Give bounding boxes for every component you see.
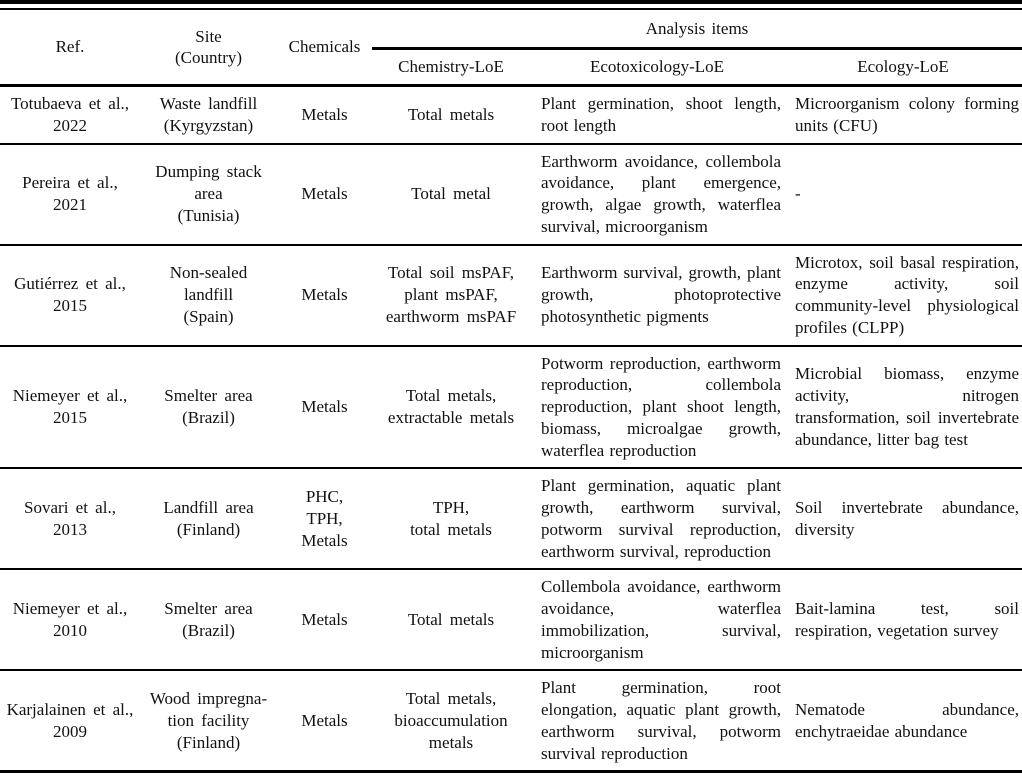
cell-ecotoxicology-loe: Earthworm survival, growth, plant growth… bbox=[541, 263, 781, 326]
cell-site-country: Landfill area (Finland) bbox=[163, 498, 254, 539]
table-top-rule-thick bbox=[0, 0, 1022, 4]
cell-site-country: Non-sealed landfill (Spain) bbox=[169, 263, 248, 326]
cell-ref: Karjalainen et al., 2009 bbox=[6, 700, 134, 741]
col-header-chemicals: Chemicals bbox=[288, 37, 361, 57]
cell-site-country: Smelter area (Brazil) bbox=[164, 386, 253, 427]
col-header-ecotoxicology-loe: Ecotoxicology-LoE bbox=[589, 57, 725, 77]
table-top-rule-thin bbox=[0, 8, 1022, 10]
cell-chemistry-loe: Total metal bbox=[411, 184, 491, 204]
col-header-site-country: Site (Country) bbox=[174, 26, 243, 67]
cell-site-country: Waste landfill (Kyrgyzstan) bbox=[159, 94, 258, 135]
table-header: Ref. Site (Country) Chemicals Analysis i… bbox=[0, 10, 1022, 86]
cell-chemistry-loe: Total metals bbox=[407, 104, 495, 124]
cell-ref: Niemeyer et al., 2010 bbox=[12, 599, 128, 640]
cell-chemicals: Metals bbox=[301, 104, 348, 124]
table-row: Gutiérrez et al., 2015 Non-sealed landfi… bbox=[0, 245, 1022, 346]
analysis-items-table: Ref. Site (Country) Chemicals Analysis i… bbox=[0, 10, 1022, 773]
table-row: Totubaeva et al., 2022 Waste landfill (K… bbox=[0, 86, 1022, 144]
cell-ecology-loe: Nematode abundance, enchytraeidae abunda… bbox=[795, 700, 1019, 741]
col-header-analysis-items: Analysis items bbox=[372, 10, 1022, 50]
cell-ref: Pereira et al., 2021 bbox=[22, 173, 118, 214]
table-row: Karjalainen et al., 2009 Wood impregna- … bbox=[0, 670, 1022, 772]
cell-chemicals: Metals bbox=[301, 710, 348, 730]
table-row: Niemeyer et al., 2010 Smelter area (Braz… bbox=[0, 569, 1022, 671]
cell-ref: Totubaeva et al., 2022 bbox=[10, 94, 130, 135]
cell-chemistry-loe: Total soil msPAF, plant msPAF, earthworm… bbox=[385, 263, 517, 326]
cell-ecology-loe: Soil invertebrate abundance, diversity bbox=[795, 498, 1019, 539]
cell-chemistry-loe: Total metals, bioaccumulation metals bbox=[394, 689, 508, 752]
cell-ecology-loe: Bait-lamina test, soil respiration, vege… bbox=[795, 599, 1019, 640]
table-row: Sovari et al., 2013 Landfill area (Finla… bbox=[0, 468, 1022, 570]
cell-chemistry-loe: TPH, total metals bbox=[410, 498, 492, 539]
header-row-sub: Chemistry-LoE Ecotoxicology-LoE Ecology-… bbox=[0, 49, 1022, 86]
cell-chemicals: Metals bbox=[301, 184, 348, 204]
cell-chemicals: PHC, TPH, Metals bbox=[301, 487, 348, 550]
cell-ref: Sovari et al., 2013 bbox=[24, 498, 116, 539]
cell-ecotoxicology-loe: Plant germination, shoot length, root le… bbox=[541, 94, 781, 135]
cell-chemistry-loe: Total metals bbox=[407, 609, 495, 629]
table-body: Totubaeva et al., 2022 Waste landfill (K… bbox=[0, 86, 1022, 772]
cell-ecotoxicology-loe: Plant germination, root elongation, aqua… bbox=[541, 678, 781, 763]
col-header-chemistry-loe: Chemistry-LoE bbox=[398, 57, 504, 77]
col-header-ecology-loe: Ecology-LoE bbox=[857, 57, 949, 77]
table-row: Pereira et al., 2021 Dumping stack area … bbox=[0, 144, 1022, 245]
cell-chemicals: Metals bbox=[301, 609, 348, 629]
cell-ecology-loe: Microtox, soil basal respiration, enzyme… bbox=[795, 252, 1019, 337]
cell-chemistry-loe: Total metals, extractable metals bbox=[387, 386, 515, 427]
cell-ecology-loe: - bbox=[795, 184, 801, 204]
cell-ecotoxicology-loe: Plant germination, aquatic plant growth,… bbox=[541, 476, 781, 561]
header-row-main: Ref. Site (Country) Chemicals Analysis i… bbox=[0, 10, 1022, 67]
table-row: Niemeyer et al., 2015 Smelter area (Braz… bbox=[0, 346, 1022, 469]
table-top-rule-gap bbox=[0, 4, 1022, 8]
cell-ecology-loe: Microorganism colony forming units (CFU) bbox=[795, 94, 1019, 135]
cell-site-country: Dumping stack area (Tunisia) bbox=[155, 162, 262, 225]
cell-ref: Niemeyer et al., 2015 bbox=[12, 386, 128, 427]
cell-site-country: Wood impregna- tion facility (Finland) bbox=[149, 689, 268, 752]
cell-chemicals: Metals bbox=[301, 397, 348, 416]
cell-ref: Gutiérrez et al., 2015 bbox=[14, 274, 126, 315]
cell-ecotoxicology-loe: Earthworm avoidance, collembola avoidanc… bbox=[541, 151, 781, 236]
cell-ecotoxicology-loe: Collembola avoidance, earthworm avoidanc… bbox=[541, 577, 781, 662]
col-header-ref: Ref. bbox=[55, 37, 85, 57]
cell-site-country: Smelter area (Brazil) bbox=[164, 599, 253, 640]
cell-chemicals: Metals bbox=[301, 285, 348, 305]
cell-ecotoxicology-loe: Potworm reproduction, earthworm reproduc… bbox=[541, 353, 781, 460]
cell-ecology-loe: Microbial biomass, enzyme activity, nitr… bbox=[795, 364, 1019, 449]
